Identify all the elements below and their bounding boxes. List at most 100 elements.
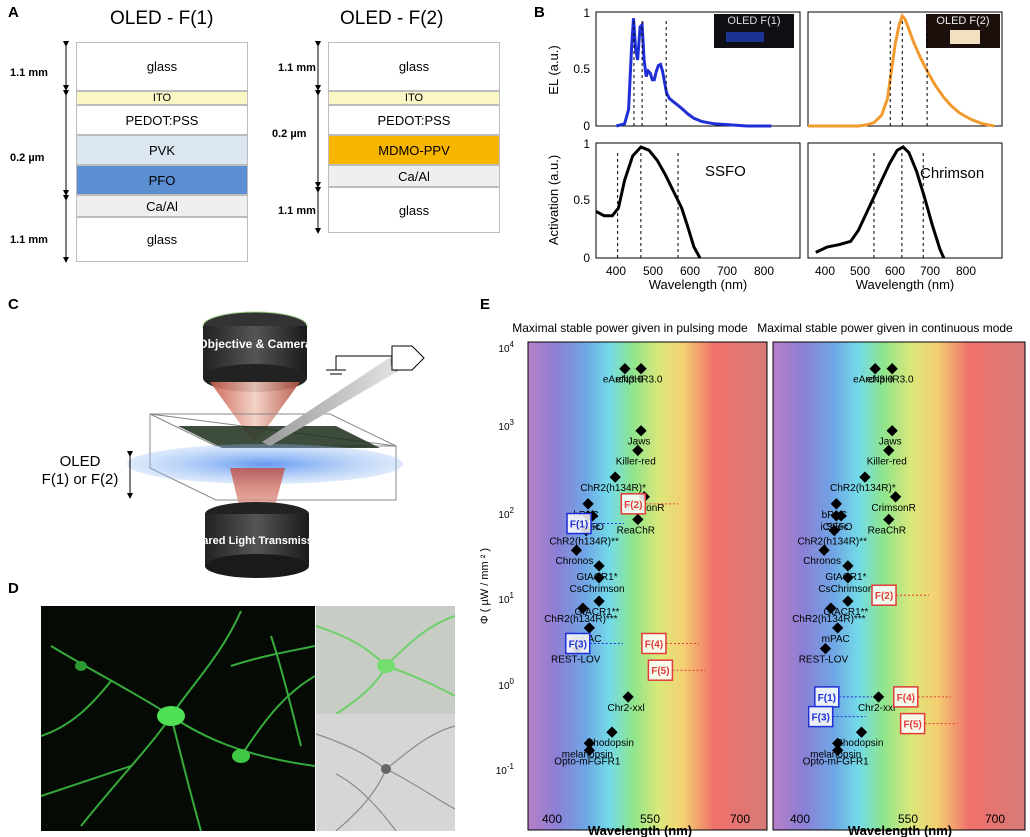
opsin-label-gtacr1: GtACR1** xyxy=(823,607,868,618)
e-ytick-2: 102 xyxy=(498,506,514,521)
stack2-pedot: PEDOT:PSS xyxy=(328,105,500,135)
oled-box-f-2 xyxy=(871,584,897,606)
oled-box-f-4 xyxy=(893,686,919,708)
e-ytick-4: 104 xyxy=(498,340,514,355)
e-title-left: Maximal stable power given in pulsing mo… xyxy=(512,321,748,335)
opsin-point-jaws xyxy=(886,425,898,437)
opsin-label-crimsonr: CrimsonR xyxy=(871,503,915,514)
oled-box-f-1 xyxy=(566,512,592,535)
ytick-el-0: 0 xyxy=(583,119,590,133)
opsin-label-cschrimson: CsChrimson xyxy=(818,584,873,595)
opsin-point-chr2-h134r xyxy=(859,471,871,483)
opsin-label-enphr3-0: eNpHR3.0 xyxy=(867,375,914,386)
opsin-label-melanopsin: melanopsin xyxy=(562,749,613,760)
opsin-label-reachr: ReaChR xyxy=(868,525,906,536)
panel-e: Maximal stable power given in pulsing mo… xyxy=(479,321,1026,837)
stack1-glass-top: glass xyxy=(76,42,248,91)
e-ylabel: Φ ( µW / mm ² ) xyxy=(479,548,491,624)
opsin-label-chr2-h134r: ChR2(h134R)* xyxy=(580,483,646,494)
inset-oled-f2-label: OLED F(2) xyxy=(936,15,989,27)
xtick-r-600: 600 xyxy=(885,264,905,278)
oled-label-f-1: F(1) xyxy=(818,693,836,704)
neuron-fluorescence-drawing xyxy=(41,610,315,831)
oled-label-f-2: F(2) xyxy=(875,591,893,602)
stack2-mdmo: MDMO-PPV xyxy=(328,135,500,165)
ytick-act-0: 0 xyxy=(583,251,590,265)
opsin-point-cschrimson xyxy=(842,572,854,584)
oled-box-f-5 xyxy=(647,659,674,681)
opsin-label-earch3-0: eArch3.0 xyxy=(603,375,643,386)
act-plot-frame-1 xyxy=(595,142,801,259)
xtick-l-600: 600 xyxy=(680,264,700,278)
e-xtick-r-550: 550 xyxy=(898,812,918,826)
opsin-label-cschrimson: CsChrimson xyxy=(570,584,625,595)
oled-label-f-5: F(5) xyxy=(651,666,669,677)
stack2-dim-glass-top: 1.1 mm xyxy=(278,62,316,74)
e-plot-right-bg xyxy=(772,341,1026,831)
opsin-label-jaws: Jaws xyxy=(628,437,651,448)
e-xlabel-right: Wavelength (nm) xyxy=(848,823,952,837)
e-ytick-0: 100 xyxy=(498,677,514,692)
label-chrimson: Chrimson xyxy=(920,165,984,182)
panel-label-c: C xyxy=(8,296,19,313)
opsin-point-mpac xyxy=(832,622,844,634)
objective-label: Objective & Camera xyxy=(198,337,312,351)
amplifier-arrow xyxy=(391,345,425,371)
opsin-label-rhodopsin: Rhodopsin xyxy=(586,738,634,749)
stack1-dim-active: 0.2 µm xyxy=(10,152,45,164)
oled-label-f-4: F(4) xyxy=(645,639,663,650)
oled-label-f-3: F(3) xyxy=(569,639,587,650)
oled-side-label-1: OLED xyxy=(60,453,101,470)
oled-label-f-4: F(4) xyxy=(897,693,915,704)
opsin-point-gtacr1 xyxy=(842,595,854,607)
opsin-point-chronos xyxy=(818,544,830,556)
ytick-act-1: 1 xyxy=(583,137,590,151)
opsin-point-reachr xyxy=(883,513,895,526)
xlabel-left: Wavelength (nm) xyxy=(649,277,748,292)
electrode-wire xyxy=(335,355,392,370)
panel-a-arrows xyxy=(63,41,321,263)
opsin-point-gtacr1 xyxy=(842,560,854,572)
opsin-point-opto-mfgfr1 xyxy=(832,744,844,756)
neuron-soma-1 xyxy=(157,706,185,726)
opsin-point-chr2-h134r xyxy=(825,602,837,614)
xtick-l-800: 800 xyxy=(754,264,774,278)
stack2-glass-bottom: glass xyxy=(328,187,500,233)
neuron-overlay-image xyxy=(316,606,455,714)
opsin-point-killer-red xyxy=(632,444,644,457)
oled-label-f-3: F(3) xyxy=(812,713,830,724)
neuron-soma-3 xyxy=(75,661,87,671)
panel-b: 0 0.5 1 0 0.5 1 EL (a.u.) Activation (a.… xyxy=(546,6,1003,292)
curve-oled-f-1- xyxy=(616,18,772,128)
pipette xyxy=(262,356,400,446)
neuron-fluorescence-image xyxy=(41,606,315,831)
el-plot-frame-1 xyxy=(595,11,801,127)
e-xlabel-left: Wavelength (nm) xyxy=(588,823,692,837)
neuron-overlay-drawing xyxy=(316,615,455,714)
xtick-l-700: 700 xyxy=(717,264,737,278)
opsin-point-sffo xyxy=(835,510,847,522)
opsin-point-rhodopsin xyxy=(855,726,868,738)
e-ytick-3: 103 xyxy=(498,418,514,433)
opsin-label-sffo: SFFO xyxy=(826,522,853,533)
opsin-point-chr2-h134r xyxy=(609,471,621,483)
opsin-label-chr2-h134r: ChR2(h134R)** xyxy=(798,537,868,548)
light-cone xyxy=(210,382,300,440)
opsin-label-mpac: mPAC xyxy=(822,634,850,645)
curve-oled-f-2- xyxy=(808,12,995,128)
opsin-label-chronos: Chronos xyxy=(803,556,841,567)
opsin-label-rhodopsin: Rhodopsin xyxy=(836,738,884,749)
el-plot-frame-2 xyxy=(807,11,1003,127)
e-ytick-m1: 10-1 xyxy=(496,762,515,777)
e-plot-left-bg xyxy=(527,341,768,831)
stack1-caal: Ca/Al xyxy=(76,195,248,217)
stack1-pedot: PEDOT:PSS xyxy=(76,105,248,135)
overlay-soma xyxy=(377,659,395,673)
opsin-label-opto-mfgfr1: Opto-mFGFR1 xyxy=(803,756,870,767)
opsin-point-rest-lov xyxy=(819,642,832,655)
opsin-label-chr2-h134r: ChR2(h134R)** xyxy=(549,537,619,548)
stack1-pfo: PFO xyxy=(76,165,248,195)
panel-label-a: A xyxy=(8,4,19,21)
oled-f2-title: OLED - F(2) xyxy=(340,8,444,29)
opsin-label-earch3-0: eArch3.0 xyxy=(853,375,893,386)
